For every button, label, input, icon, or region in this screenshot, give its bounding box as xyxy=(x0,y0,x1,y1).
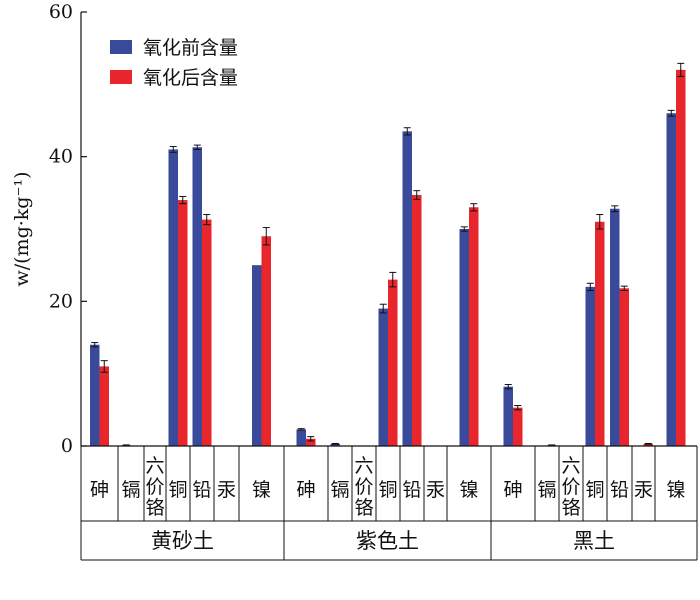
category-label: 铅 xyxy=(610,479,629,501)
category-label: 价 xyxy=(145,476,164,498)
bar xyxy=(378,308,388,446)
category-label: 六 xyxy=(354,455,373,477)
bar xyxy=(178,200,188,446)
bar xyxy=(513,407,523,446)
bar xyxy=(503,386,513,446)
bar xyxy=(595,221,605,446)
group-label: 紫色土 xyxy=(356,529,419,553)
category-label: 镍 xyxy=(252,479,271,501)
category-label: 铬 xyxy=(354,497,373,519)
bar xyxy=(676,69,686,446)
bar xyxy=(619,288,629,446)
category-label: 砷 xyxy=(296,479,315,501)
bar xyxy=(252,265,262,446)
y-tick-label: 60 xyxy=(49,1,73,23)
bar xyxy=(99,366,109,446)
bar xyxy=(90,344,100,446)
category-label: 铜 xyxy=(585,479,604,501)
legend-swatch-before xyxy=(110,40,132,54)
bar xyxy=(459,229,469,446)
bar xyxy=(296,429,306,446)
category-label: 汞 xyxy=(426,479,445,501)
legend-swatch-after xyxy=(110,70,132,84)
category-label: 铬 xyxy=(145,497,164,519)
legend: 氧化前含量 氧化后含量 xyxy=(110,37,238,89)
category-label: 砷 xyxy=(90,479,109,501)
bar xyxy=(192,147,202,446)
category-label: 镍 xyxy=(459,479,478,501)
group-label: 黑土 xyxy=(573,529,615,553)
bar xyxy=(610,208,620,446)
group-label: 黄砂土 xyxy=(151,529,214,553)
category-label: 价 xyxy=(561,476,580,498)
category-label: 铬 xyxy=(561,497,580,519)
y-tick-label: 40 xyxy=(49,146,73,168)
bar xyxy=(202,219,212,446)
bar xyxy=(666,113,676,447)
category-label: 铜 xyxy=(378,479,397,501)
category-label: 价 xyxy=(354,476,373,498)
bar xyxy=(643,443,653,446)
category-label: 六 xyxy=(145,455,164,477)
bar xyxy=(402,131,412,446)
category-label: 六 xyxy=(561,455,580,477)
bar xyxy=(412,195,422,446)
y-axis-label: w/(mg·kg⁻¹) xyxy=(11,171,33,286)
category-label: 铅 xyxy=(402,479,421,501)
bar-marks xyxy=(90,62,686,447)
bar xyxy=(306,438,316,446)
category-label: 铅 xyxy=(192,479,211,501)
legend-label-after: 氧化后含量 xyxy=(143,67,238,89)
category-label: 镍 xyxy=(666,479,685,501)
category-label: 汞 xyxy=(217,479,236,501)
category-label: 铜 xyxy=(168,479,187,501)
bar xyxy=(388,279,398,446)
category-label: 镉 xyxy=(537,479,556,501)
bar xyxy=(585,286,595,446)
category-table: 砷镉六价铬铜铅汞镍黄砂土砷 镉六价铬铜铅汞镍紫色土砷 镉六价铬铜铅汞镍黑土 xyxy=(80,445,698,561)
bar xyxy=(469,207,479,446)
category-label: 汞 xyxy=(634,479,653,501)
category-label: 砷 xyxy=(503,479,522,501)
bar xyxy=(261,236,271,446)
legend-label-before: 氧化前含量 xyxy=(143,37,238,59)
bar xyxy=(330,443,340,446)
bar xyxy=(168,149,178,446)
y-axis: 0 20 40 60 w/(mg·kg⁻¹) xyxy=(11,1,87,457)
y-tick-label: 0 xyxy=(61,435,73,457)
y-tick-label: 20 xyxy=(49,290,73,312)
y-ticks: 0 20 40 60 xyxy=(49,1,87,457)
category-label: 镉 xyxy=(121,479,140,501)
category-label: 镉 xyxy=(330,479,349,501)
